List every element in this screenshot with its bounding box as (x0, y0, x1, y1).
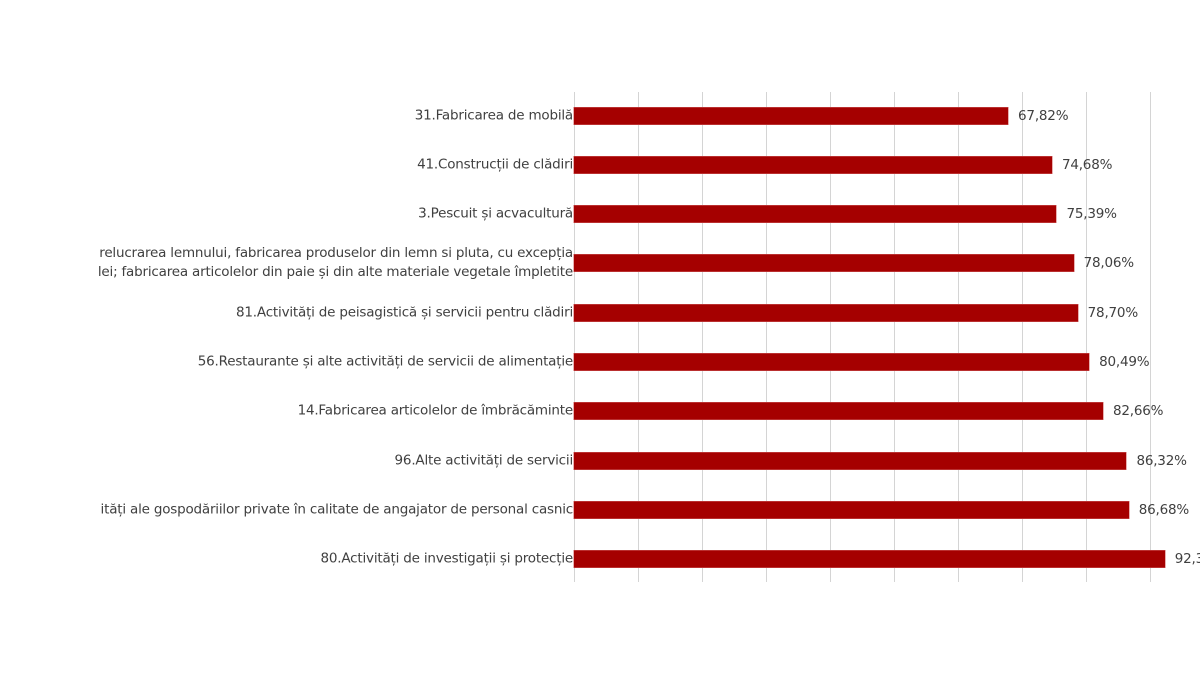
category-label-line: 3.Pescuit și acvacultură (418, 205, 573, 222)
value-label: 67,82% (1018, 107, 1069, 124)
category-label-line: relucrarea lemnului, fabricarea produsel… (99, 245, 573, 262)
gridline (830, 92, 831, 582)
category-label-line: 31.Fabricarea de mobilă (414, 107, 573, 123)
category-label-line: 41.Construcții de clădiri (417, 156, 573, 173)
bar (574, 254, 1074, 272)
gridline (1022, 92, 1023, 582)
category-label-line: lei; fabricarea articolelor din paie și … (97, 264, 573, 281)
value-label: 74,68% (1061, 156, 1113, 173)
category-label: 41.Construcții de clădiri (417, 155, 573, 174)
category-label: 14.Fabricarea articolelor de îmbrăcămint… (297, 402, 574, 421)
category-label-line: 80.Activități de investigații și protecț… (320, 550, 574, 567)
category-label-line: 14.Fabricarea articolelor de îmbrăcămint… (297, 402, 574, 419)
value-label: 78,70% (1087, 304, 1138, 321)
bar (574, 550, 1165, 568)
value-label: 86,32% (1136, 452, 1187, 469)
value-label: 82,66% (1113, 403, 1164, 420)
gridline (574, 92, 575, 582)
category-label: relucrarea lemnului, fabricarea produsel… (98, 244, 573, 282)
gridline (958, 92, 959, 582)
category-label: 81.Activități de peisagistică și servici… (236, 303, 573, 322)
category-label: 96.Alte activități de servicii (394, 451, 574, 470)
bar (574, 304, 1078, 322)
category-label: 31.Fabricarea de mobilă (415, 106, 573, 125)
bar (574, 205, 1057, 223)
value-label: 78,06% (1083, 255, 1134, 272)
category-label-line: 96.Alte activități de servicii (394, 452, 574, 469)
gridline (1086, 92, 1087, 582)
value-label: 75,39% (1066, 206, 1117, 223)
bar (574, 402, 1104, 420)
value-label: 86,68% (1138, 501, 1190, 518)
value-label: 80,49% (1099, 354, 1150, 370)
bar (574, 353, 1090, 371)
category-label-line: ități ale gospodăriilor private în calit… (100, 501, 574, 518)
bar (574, 501, 1129, 519)
category-label-line: 56.Restaurante și alte activități de ser… (197, 353, 573, 370)
category-label: 80.Activități de investigații și protecț… (320, 550, 574, 569)
category-label: ități ale gospodăriilor private în calit… (100, 500, 574, 519)
gridline (638, 92, 639, 582)
bar (574, 452, 1127, 470)
value-label: 92,3 (1174, 551, 1200, 568)
bar (574, 107, 1009, 124)
gridline (702, 92, 703, 582)
gridline (894, 92, 895, 582)
bar (574, 156, 1052, 174)
category-label: 56.Restaurante și alte activități de ser… (198, 353, 573, 372)
gridline (1150, 92, 1151, 582)
category-label: 3.Pescuit și acvacultură (418, 205, 573, 224)
category-label-line: 81.Activități de peisagistică și servici… (236, 304, 573, 321)
gridline (766, 92, 767, 582)
